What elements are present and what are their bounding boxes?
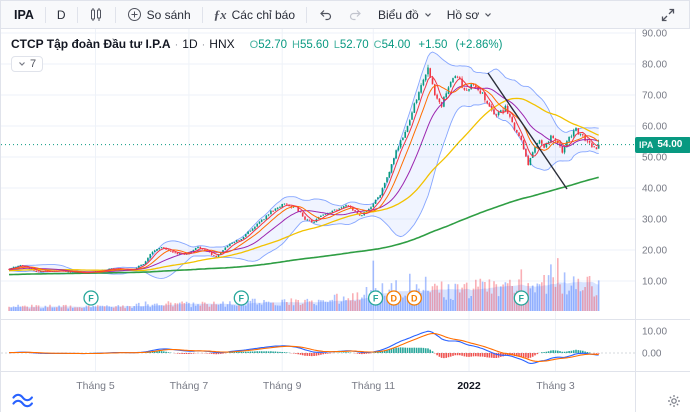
symbol-title[interactable]: CTCP Tập đoàn Đầu tư I.P.A	[11, 37, 171, 51]
chart-menu-label: Biểu đồ	[378, 7, 419, 22]
toolbar-separator	[306, 6, 308, 23]
fx-icon: ƒx	[213, 6, 227, 22]
compare-label: So sánh	[146, 7, 191, 22]
plus-circle-icon	[127, 7, 142, 22]
chevron-down-icon	[484, 11, 492, 19]
profile-menu-label: Hồ sơ	[446, 7, 480, 22]
symbol-button[interactable]: IPA	[7, 4, 41, 26]
fullscreen-icon	[660, 7, 676, 23]
chart-layout-menu[interactable]: Biểu đồ	[371, 4, 439, 26]
price-axis-label: 40.00	[642, 184, 667, 195]
last-price-badge: IPA 54.00	[635, 137, 690, 153]
badge-symbol: IPA	[639, 140, 654, 150]
time-axis-label: 2022	[457, 380, 481, 392]
time-axis-label: Tháng 9	[263, 380, 302, 392]
time-axis-label: Tháng 7	[170, 380, 209, 392]
chart-type-button[interactable]	[82, 4, 111, 26]
event-marker-label: F	[239, 293, 245, 303]
toolbar-separator	[114, 6, 116, 23]
time-axis-label: Tháng 11	[352, 380, 396, 392]
symbol-label: IPA	[14, 7, 34, 22]
axes[interactable]: 90.0080.0070.0060.0050.0040.0030.0020.00…	[1, 29, 690, 412]
fullscreen-button[interactable]	[653, 4, 683, 26]
interval-button[interactable]: D	[50, 4, 73, 26]
price-axis-label: 50.00	[642, 153, 667, 164]
interval-label: D	[56, 7, 66, 22]
price-axis-label: 90.00	[642, 29, 667, 40]
redo-button[interactable]	[341, 4, 370, 26]
price-axis[interactable]	[635, 29, 690, 412]
indicators-button[interactable]: ƒx Các chỉ báo	[207, 4, 302, 26]
price-axis-label: 60.00	[642, 122, 667, 133]
time-axis-label: Tháng 5	[76, 380, 115, 392]
time-axis-label: Tháng 3	[536, 380, 575, 392]
price-axis-label: 20.00	[642, 246, 667, 257]
profile-menu[interactable]: Hồ sơ	[440, 4, 500, 26]
redo-arrow-icon	[348, 7, 363, 22]
trendline-drawing[interactable]	[487, 72, 568, 190]
sub-axis-label: 0.00	[642, 349, 662, 360]
event-marker-d[interactable]	[406, 290, 422, 306]
hidden-indicators-count: 7	[30, 58, 37, 70]
event-marker-label: F	[519, 293, 525, 303]
price-axis-label: 80.00	[642, 60, 667, 71]
indicators-label: Các chỉ báo	[231, 7, 296, 22]
event-marker-label: F	[88, 293, 94, 303]
price-axis-label: 30.00	[642, 215, 667, 226]
volume-histogram	[8, 258, 600, 311]
event-marker-f[interactable]	[233, 290, 249, 306]
undo-button[interactable]	[311, 4, 340, 26]
chevron-down-icon	[424, 11, 432, 19]
toolbar-separator	[201, 6, 203, 23]
candlestick-icon	[89, 7, 104, 22]
event-marker-label: D	[411, 293, 418, 303]
event-marker-f[interactable]	[513, 290, 529, 306]
bollinger-bands	[8, 51, 599, 279]
chevron-down-icon	[18, 60, 26, 68]
price-axis-label: 70.00	[642, 91, 667, 102]
compare-button[interactable]: So sánh	[120, 4, 198, 26]
toolbar-separator	[44, 6, 46, 23]
macd-pane	[1, 330, 635, 364]
event-marker-label: F	[373, 293, 379, 303]
settings-gear-button[interactable]	[667, 394, 681, 408]
undo-arrow-icon	[318, 7, 333, 22]
event-marker-d[interactable]	[386, 290, 402, 306]
price-axis-label: 10.00	[642, 277, 667, 288]
moving-averages	[8, 76, 600, 276]
platform-logo waves-logo-icon[interactable]	[11, 392, 37, 409]
event-marker-label: D	[391, 293, 398, 303]
badge-price: 54.00	[657, 139, 683, 150]
sub-axis-label: 10.00	[642, 327, 667, 338]
chart-toolbar: IPA D So sánh	[1, 1, 689, 29]
event-marker-f[interactable]	[83, 290, 99, 306]
toolbar-separator	[76, 6, 78, 23]
drawings-and-price-line[interactable]	[1, 72, 635, 190]
event-marker-f[interactable]	[367, 290, 384, 306]
hidden-indicators-chip[interactable]: 7	[11, 56, 44, 72]
